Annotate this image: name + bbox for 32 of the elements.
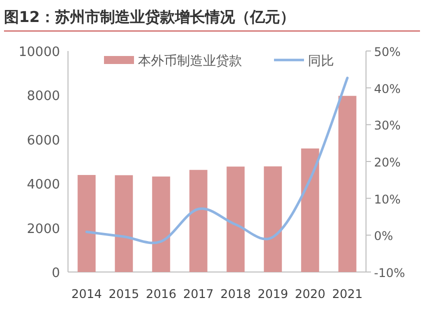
title: 图12：苏州市制造业贷款增长情况（亿元） [4, 8, 295, 26]
bar [226, 166, 245, 272]
y-tick-label: 10000 [18, 45, 60, 60]
y2-tick-label: 50% [374, 45, 401, 59]
x-tick-label: 2019 [258, 287, 288, 301]
y-tick-label: 8000 [26, 89, 60, 104]
bar [114, 175, 133, 272]
legend-label: 同比 [308, 54, 334, 69]
bar [264, 166, 282, 272]
y2-tick-label: -10% [374, 266, 406, 280]
y-tick-label: 2000 [26, 222, 60, 237]
y2-tick-label: 30% [374, 118, 401, 133]
y2-tick-label: 40% [374, 82, 401, 96]
x-tick-label: 2014 [71, 287, 102, 301]
x-tick-label: 2018 [220, 287, 251, 301]
y2-tick-label: 10% [374, 192, 401, 206]
y-tick-label: 4000 [26, 178, 60, 193]
bar [189, 170, 208, 272]
x-tick-label: 2015 [108, 287, 140, 301]
x-tick-label: 2021 [332, 287, 363, 301]
bar [301, 148, 320, 272]
x-tick-label: 2017 [183, 287, 214, 301]
y-tick-label: 6000 [26, 133, 60, 148]
bar [338, 96, 356, 272]
x-tick-label: 2020 [294, 287, 326, 301]
y-tick-label: 0 [52, 266, 60, 281]
bar [78, 174, 96, 272]
legend-label: 本外币制造业贷款 [138, 54, 242, 69]
bar [152, 176, 170, 272]
x-tick-label: 2016 [146, 287, 176, 301]
y2-tick-label: 20% [374, 156, 401, 170]
y2-tick-label: 0% [374, 229, 394, 244]
